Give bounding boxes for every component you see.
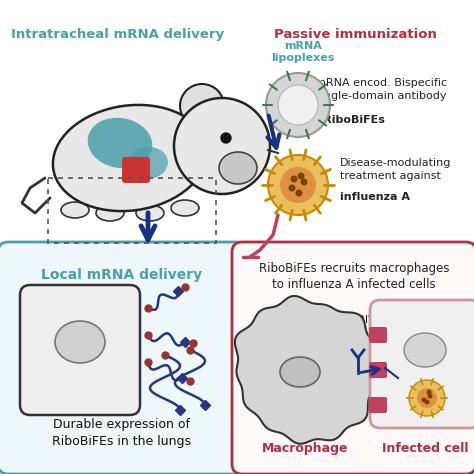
- Circle shape: [295, 190, 302, 197]
- Text: Passive immunization: Passive immunization: [273, 28, 437, 41]
- Text: Macrophage: Macrophage: [262, 442, 348, 455]
- Circle shape: [180, 84, 224, 128]
- Text: Intratracheal mRNA delivery: Intratracheal mRNA delivery: [11, 28, 225, 41]
- Circle shape: [425, 400, 429, 404]
- Circle shape: [301, 179, 308, 185]
- Ellipse shape: [404, 333, 446, 367]
- Circle shape: [298, 173, 304, 180]
- FancyBboxPatch shape: [369, 362, 387, 378]
- Ellipse shape: [55, 321, 105, 363]
- FancyBboxPatch shape: [369, 327, 387, 343]
- Bar: [48, 178, 216, 243]
- FancyBboxPatch shape: [20, 285, 140, 415]
- Text: mRNA
lipoplexes: mRNA lipoplexes: [271, 41, 335, 63]
- Polygon shape: [235, 296, 379, 444]
- Circle shape: [174, 98, 270, 194]
- Circle shape: [428, 393, 432, 399]
- Text: Infected cell: Infected cell: [382, 442, 468, 455]
- Ellipse shape: [53, 105, 207, 211]
- Circle shape: [427, 390, 431, 394]
- FancyBboxPatch shape: [232, 242, 474, 474]
- Ellipse shape: [61, 202, 89, 218]
- Text: M2e: M2e: [388, 382, 410, 392]
- Ellipse shape: [96, 205, 124, 221]
- Ellipse shape: [136, 205, 164, 221]
- Circle shape: [421, 398, 427, 402]
- Circle shape: [417, 388, 437, 408]
- Text: Local mRNA delivery: Local mRNA delivery: [41, 268, 202, 282]
- Text: mRNA encod. Bispecific
single-domain antibody: mRNA encod. Bispecific single-domain ant…: [315, 78, 447, 101]
- Text: FcγRIV: FcγRIV: [340, 315, 375, 325]
- Text: influenza A: influenza A: [340, 192, 410, 202]
- Text: Disease-modulating
treatment against: Disease-modulating treatment against: [340, 158, 451, 181]
- Ellipse shape: [219, 152, 257, 184]
- Circle shape: [291, 175, 298, 182]
- Circle shape: [221, 133, 231, 143]
- Text: RiboBiFEs recruits macrophages
to influenza A infected cells: RiboBiFEs recruits macrophages to influe…: [259, 262, 449, 291]
- Text: =RiboBiFEs: =RiboBiFEs: [315, 115, 386, 125]
- FancyBboxPatch shape: [370, 300, 474, 428]
- FancyBboxPatch shape: [122, 157, 150, 183]
- Circle shape: [409, 380, 445, 416]
- FancyBboxPatch shape: [369, 397, 387, 413]
- Circle shape: [278, 85, 318, 125]
- Ellipse shape: [171, 200, 199, 216]
- Circle shape: [289, 184, 295, 191]
- Ellipse shape: [88, 118, 152, 168]
- Ellipse shape: [280, 357, 320, 387]
- Ellipse shape: [128, 147, 168, 179]
- Circle shape: [266, 73, 330, 137]
- Text: Durable expression of
RiboBiFEs in the lungs: Durable expression of RiboBiFEs in the l…: [53, 418, 191, 448]
- Circle shape: [280, 167, 316, 203]
- Circle shape: [268, 155, 328, 215]
- FancyBboxPatch shape: [0, 242, 246, 474]
